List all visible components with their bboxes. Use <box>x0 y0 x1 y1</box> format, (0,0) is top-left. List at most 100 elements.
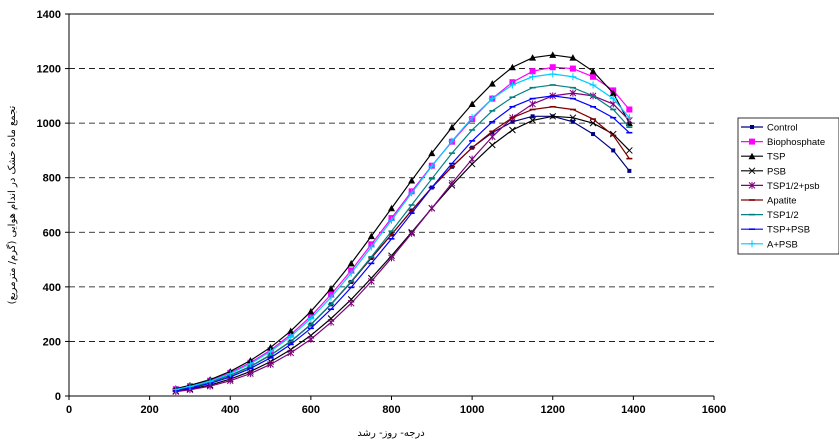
data-point <box>428 162 436 170</box>
legend-marker <box>748 167 756 175</box>
data-point <box>591 132 596 137</box>
data-point <box>428 204 436 212</box>
legend-item: TSP+PSB <box>741 225 810 236</box>
data-point <box>589 67 597 75</box>
data-point <box>549 64 556 71</box>
data-point <box>508 81 516 89</box>
series-line <box>175 84 630 391</box>
axis-ticks: 0 200 400 600 800 1000 1200 1400 0 200 400 600 800 10… <box>37 9 727 416</box>
x-tick-label: 1600 <box>702 404 726 416</box>
data-point <box>287 327 295 335</box>
legend-item: Biophosphate <box>741 137 825 148</box>
data-point <box>307 335 315 343</box>
data-point <box>468 100 476 108</box>
data-point <box>327 284 335 292</box>
y-tick-label: 600 <box>43 227 61 239</box>
legend-label: Control <box>767 123 798 134</box>
data-point <box>307 315 315 323</box>
data-point <box>347 299 355 307</box>
data-point <box>626 106 633 113</box>
data-point <box>287 333 295 341</box>
data-point <box>529 54 537 61</box>
y-tick-label: 1400 <box>37 9 61 21</box>
data-point <box>569 65 576 72</box>
data-point <box>488 80 496 87</box>
y-tick-label: 1200 <box>37 64 61 76</box>
data-point <box>510 119 515 124</box>
data-point <box>509 126 516 134</box>
legend-marker <box>750 125 754 129</box>
data-point <box>408 189 416 197</box>
data-point <box>609 95 617 103</box>
legend-marker <box>748 152 756 160</box>
data-point <box>549 70 557 78</box>
data-point <box>569 114 577 122</box>
data-point <box>408 176 416 184</box>
data-point <box>609 89 617 97</box>
y-axis-title: تجمع ماده خشک در اندام هوایی (گرم/ مترمر… <box>6 105 18 304</box>
x-tick-label: 1400 <box>621 404 645 416</box>
x-tick-label: 600 <box>302 404 320 416</box>
data-point <box>206 377 214 385</box>
data-point <box>529 117 536 124</box>
legend-label: TSP+PSB <box>767 225 810 236</box>
legend-item: TSP <box>741 152 785 163</box>
data-point <box>327 318 335 326</box>
data-point <box>307 307 315 315</box>
data-point <box>529 73 537 81</box>
data-point <box>589 81 597 89</box>
data-point <box>448 179 456 187</box>
data-point <box>488 95 496 103</box>
data-point <box>627 168 632 173</box>
data-point <box>508 63 516 71</box>
data-point <box>388 254 395 262</box>
data-point <box>367 277 375 285</box>
data-point <box>327 293 335 301</box>
legend-items: Control Biophosphate TSP PSB TSP1/2+psb Apati… <box>741 123 825 250</box>
x-tick-label: 400 <box>221 404 239 416</box>
legend-marker <box>748 181 756 189</box>
data-point <box>367 232 375 240</box>
legend-marker <box>749 138 755 145</box>
data-point <box>226 377 234 385</box>
legend-label: A+PSB <box>767 239 798 250</box>
data-point <box>267 348 275 356</box>
data-point <box>388 216 395 224</box>
series-line <box>175 92 630 393</box>
data-point <box>529 68 536 75</box>
data-point <box>569 54 577 61</box>
legend-label: TSP <box>767 152 785 163</box>
x-tick-label: 800 <box>382 404 400 416</box>
legend: Control Biophosphate TSP PSB TSP1/2+psb Apati… <box>737 117 839 255</box>
data-point <box>186 382 194 390</box>
data-point <box>388 204 395 212</box>
x-tick-label: 1200 <box>541 404 565 416</box>
data-point <box>569 89 577 97</box>
series-line <box>175 95 630 392</box>
legend-label: PSB <box>767 166 786 177</box>
legend-item: Apatite <box>741 196 797 207</box>
legend-item: TSP1/2 <box>741 210 799 221</box>
data-point <box>226 370 234 378</box>
data-point <box>287 349 295 357</box>
data-point <box>267 360 274 368</box>
data-point <box>468 114 476 122</box>
x-axis-title: درجه- روز- رشد <box>357 428 424 439</box>
series-line <box>175 66 630 390</box>
series-line <box>175 115 630 392</box>
data-point <box>267 343 275 351</box>
series-group <box>172 51 633 396</box>
legend-item: TSP1/2+psb <box>741 181 820 192</box>
data-point <box>246 360 254 368</box>
legend-item: Control <box>741 123 798 134</box>
data-point <box>549 112 557 120</box>
data-point <box>408 229 416 237</box>
legend-item: PSB <box>741 166 786 177</box>
data-point <box>569 73 577 81</box>
data-point <box>625 147 633 154</box>
data-point <box>347 259 355 267</box>
data-point <box>347 269 355 277</box>
gridlines <box>69 68 714 342</box>
data-point <box>367 243 375 251</box>
